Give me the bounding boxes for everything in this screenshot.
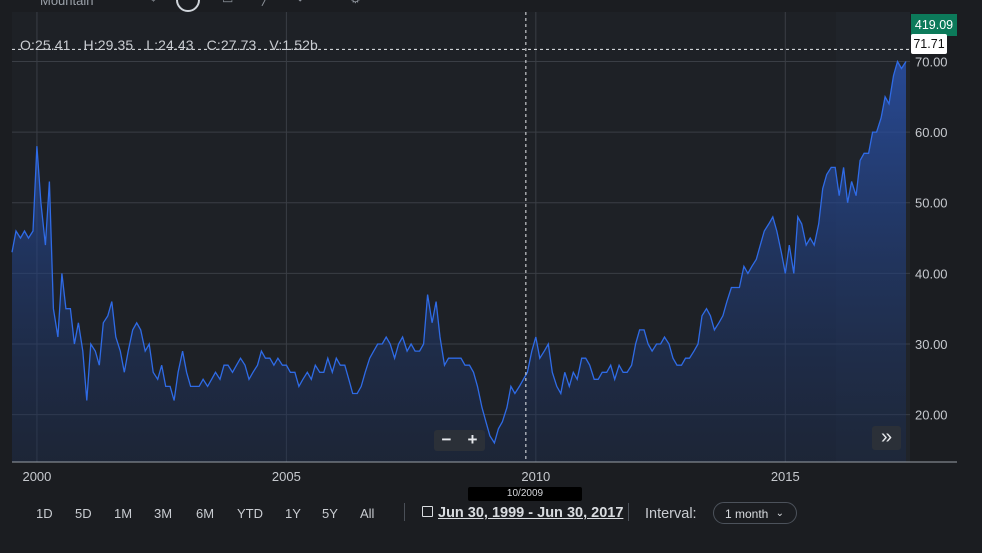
- zoom-in-button[interactable]: +: [467, 430, 478, 449]
- range-3m-button[interactable]: 3M: [154, 506, 173, 521]
- line-tool-icon[interactable]: ╱: [262, 0, 269, 6]
- range-1d-button[interactable]: 1D: [36, 506, 53, 521]
- range-ytd-button[interactable]: YTD: [237, 506, 263, 521]
- calendar-icon: [422, 506, 433, 517]
- interval-label: Interval:: [645, 506, 697, 522]
- series-area: [12, 61, 906, 462]
- range-5y-button[interactable]: 5Y: [322, 506, 338, 521]
- range-5d-button[interactable]: 5D: [75, 506, 92, 521]
- range-1y-button[interactable]: 1Y: [285, 506, 301, 521]
- rectangle-icon[interactable]: ▭: [222, 0, 233, 6]
- top-toolbar: Mountain ⌖ ▭ ╱ ⬩ ⚙: [0, 0, 982, 12]
- bottom-toolbar: 1D 5D 1M 3M 6M YTD 1Y 5Y All Jun 30, 199…: [0, 500, 982, 530]
- chevron-down-icon: ⌄: [775, 508, 784, 519]
- y-tick-label: 60.00: [915, 125, 948, 140]
- date-range-picker[interactable]: Jun 30, 1999 - Jun 30, 2017: [422, 505, 623, 521]
- toolbar-divider: [628, 503, 629, 521]
- y-tick-label: 40.00: [915, 266, 948, 281]
- range-6m-button[interactable]: 6M: [196, 506, 215, 521]
- series-line: [11, 59, 907, 445]
- zoom-out-button[interactable]: −: [441, 430, 452, 449]
- x-tick-label: 2000: [22, 469, 51, 484]
- high-value: H:29.35: [83, 37, 134, 53]
- x-axis: 2000 2005 2010 2015: [22, 469, 799, 484]
- scroll-to-latest-button[interactable]: »: [872, 426, 901, 450]
- y-axis: 20.00 30.00 40.00 50.00 60.00 70.00: [915, 54, 948, 422]
- date-range-text: Jun 30, 1999 - Jun 30, 2017: [438, 505, 624, 521]
- x-tick-label: 2005: [272, 469, 301, 484]
- y-tick-label: 30.00: [915, 337, 948, 352]
- chart-title-partial: Mountain: [40, 0, 94, 8]
- range-1m-button[interactable]: 1M: [114, 506, 133, 521]
- x-tick-label: 2010: [521, 469, 550, 484]
- marker-icon[interactable]: ⬩: [298, 0, 302, 7]
- y-tick-label: 70.00: [915, 54, 948, 69]
- interval-value: 1 month: [725, 507, 769, 521]
- x-tick-label: 2015: [771, 469, 800, 484]
- range-all-button[interactable]: All: [360, 506, 375, 521]
- low-value: L:24.43: [146, 37, 194, 53]
- toolbar-divider: [404, 503, 405, 521]
- open-value: O:25.41: [20, 37, 71, 53]
- crosshair-date-tag: 10/2009: [468, 487, 582, 501]
- y-tick-label: 50.00: [915, 196, 948, 211]
- close-value: C:27.73: [206, 37, 257, 53]
- volume-value: V:1.52b: [269, 37, 318, 53]
- zoom-controls: − +: [434, 430, 485, 451]
- crosshair-price-tag: 71.71: [911, 34, 947, 54]
- y-tick-label: 20.00: [915, 408, 948, 423]
- settings-icon[interactable]: ⚙: [350, 0, 361, 6]
- last-price-tag: 419.09: [911, 14, 957, 36]
- ohlc-readout: O:25.41 H:29.35 L:24.43 C:27.73 V:1.52b: [20, 37, 327, 53]
- interval-select[interactable]: 1 month ⌄: [713, 502, 797, 524]
- crosshair-icon[interactable]: ⌖: [150, 0, 157, 7]
